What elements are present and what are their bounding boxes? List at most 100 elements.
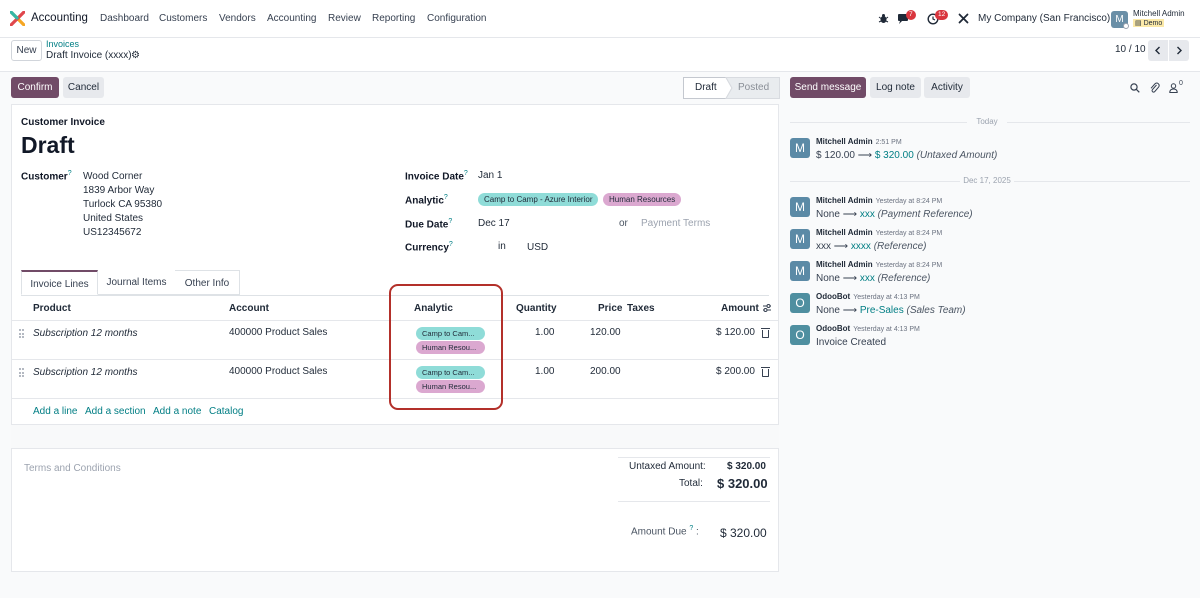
help-tooltip[interactable]: ?	[67, 170, 72, 177]
drag-handle-icon[interactable]	[19, 329, 25, 338]
invoice-date-field[interactable]: Jan 1	[478, 170, 503, 181]
add-section-link[interactable]: Add a section	[85, 406, 146, 417]
app-name[interactable]: Accounting	[31, 12, 88, 24]
line-product[interactable]: Subscription 12 months	[33, 367, 138, 378]
author-name[interactable]: OdooBot	[816, 292, 851, 301]
add-note-link[interactable]: Add a note	[153, 406, 202, 417]
avatar[interactable]: O	[790, 293, 810, 313]
tracking-field: (Reference)	[873, 241, 927, 252]
line-analytic-tag[interactable]: Human Resou...	[416, 380, 485, 393]
customer-name[interactable]: Wood Corner	[83, 171, 143, 182]
untaxed-amount-label: Untaxed Amount:	[629, 461, 706, 472]
currency-field[interactable]: USD	[527, 242, 549, 253]
menu-review[interactable]: Review	[328, 13, 361, 24]
company-switcher[interactable]: My Company (San Francisco)	[978, 13, 1111, 24]
bug-icon[interactable]	[878, 13, 889, 24]
analytic-tag-camp-to-camp[interactable]: Camp to Camp - Azure Interior	[478, 193, 599, 206]
pager-next-button[interactable]	[1169, 40, 1189, 61]
menu-accounting[interactable]: Accounting	[267, 13, 317, 24]
avatar[interactable]: M	[790, 197, 810, 217]
line-analytic-tag[interactable]: Human Resou...	[416, 341, 485, 354]
catalog-link[interactable]: Catalog	[209, 406, 244, 417]
menu-dashboard[interactable]: Dashboard	[100, 13, 149, 24]
avatar[interactable]: M	[790, 261, 810, 281]
menu-customers[interactable]: Customers	[159, 13, 208, 24]
tab-invoice-lines[interactable]: Invoice Lines	[21, 270, 98, 295]
trash-icon[interactable]	[761, 367, 770, 377]
column-price[interactable]: Price	[598, 303, 623, 314]
author-name[interactable]: Mitchell Admin	[816, 137, 873, 146]
line-quantity[interactable]: 1.00	[535, 366, 555, 377]
author-name[interactable]: Mitchell Admin	[816, 260, 873, 269]
log-note-button[interactable]: Log note	[870, 77, 921, 98]
line-analytic-tag[interactable]: Camp to Cam...	[416, 366, 485, 379]
avatar[interactable]: O	[790, 325, 810, 345]
line-account[interactable]: 400000 Product Sales	[229, 327, 328, 338]
follower-user-icon[interactable]	[1169, 83, 1178, 93]
status-bar	[683, 77, 780, 99]
line-analytic-tag[interactable]: Camp to Cam...	[416, 327, 485, 340]
table-row[interactable]: Subscription 12 months 400000 Product Sa…	[11, 321, 779, 359]
column-amount[interactable]: Amount	[721, 303, 759, 314]
author-name[interactable]: Mitchell Admin	[816, 228, 873, 237]
payment-terms-field[interactable]: Payment Terms	[641, 218, 711, 229]
column-quantity[interactable]: Quantity	[516, 303, 557, 314]
help-tooltip[interactable]: ?	[448, 241, 453, 248]
message-author[interactable]: Mitchell Admin Yesterday at 8:24 PM	[816, 260, 942, 269]
menu-vendors[interactable]: Vendors	[219, 13, 256, 24]
message-author[interactable]: OdooBot Yesterday at 4:13 PM	[816, 292, 920, 301]
chat-icon[interactable]	[897, 13, 910, 25]
column-product[interactable]: Product	[33, 303, 71, 314]
analytic-tag-human-resources[interactable]: Human Resources	[603, 193, 682, 206]
accounting-app-icon[interactable]	[10, 11, 25, 26]
line-account[interactable]: 400000 Product Sales	[229, 366, 328, 377]
search-icon[interactable]	[1130, 83, 1140, 93]
send-message-button[interactable]: Send message	[790, 77, 866, 98]
line-quantity[interactable]: 1.00	[535, 327, 555, 338]
cancel-button[interactable]: Cancel	[63, 77, 104, 98]
column-taxes[interactable]: Taxes	[627, 303, 655, 314]
author-name[interactable]: OdooBot	[816, 324, 851, 333]
pager-value[interactable]: 10 / 10	[1115, 44, 1146, 55]
message-author[interactable]: Mitchell Admin 2:51 PM	[816, 137, 902, 146]
drag-handle-icon[interactable]	[19, 368, 25, 377]
tab-other-info[interactable]: Other Info	[175, 270, 240, 295]
author-name[interactable]: Mitchell Admin	[816, 196, 873, 205]
tools-icon[interactable]	[958, 13, 969, 24]
add-line-link[interactable]: Add a line	[33, 406, 78, 417]
help-tooltip[interactable]: ?	[448, 218, 453, 225]
activity-button[interactable]: Activity	[924, 77, 970, 98]
terms-and-conditions-field[interactable]: Terms and Conditions	[24, 463, 121, 474]
pager-previous-button[interactable]	[1148, 40, 1168, 61]
tab-journal-items[interactable]: Journal Items	[98, 270, 175, 295]
line-product[interactable]: Subscription 12 months	[33, 328, 138, 339]
new-button[interactable]: New	[11, 40, 42, 61]
help-tooltip[interactable]: ?	[689, 525, 694, 532]
paperclip-icon[interactable]	[1149, 82, 1160, 94]
table-row[interactable]: Subscription 12 months 400000 Product Sa…	[11, 360, 779, 398]
user-name[interactable]: Mitchell Admin	[1133, 9, 1185, 18]
line-price[interactable]: 120.00	[590, 327, 621, 338]
message-author[interactable]: Mitchell Admin Yesterday at 8:24 PM	[816, 228, 942, 237]
status-draft[interactable]: Draft	[695, 82, 717, 93]
optional-columns-icon[interactable]	[762, 303, 772, 313]
line-price[interactable]: 200.00	[590, 366, 621, 377]
avatar[interactable]: M	[790, 229, 810, 249]
due-date-field[interactable]: Dec 17	[478, 218, 510, 229]
breadcrumb-invoices[interactable]: Invoices	[46, 39, 80, 49]
menu-configuration[interactable]: Configuration	[427, 13, 487, 24]
help-tooltip[interactable]: ?	[443, 194, 448, 201]
status-posted[interactable]: Posted	[738, 82, 770, 93]
message-author[interactable]: Mitchell Admin Yesterday at 8:24 PM	[816, 196, 942, 205]
trash-icon[interactable]	[761, 328, 770, 338]
help-tooltip[interactable]: ?	[463, 170, 468, 177]
customer-address[interactable]: Wood Corner 1839 Arbor Way Turlock CA 95…	[83, 170, 162, 240]
message-author[interactable]: OdooBot Yesterday at 4:13 PM	[816, 324, 920, 333]
confirm-button[interactable]: Confirm	[11, 77, 59, 98]
row-divider	[11, 359, 779, 360]
gear-icon[interactable]: ⚙	[131, 50, 140, 61]
avatar[interactable]: M	[790, 138, 810, 158]
column-account[interactable]: Account	[229, 303, 269, 314]
column-analytic[interactable]: Analytic	[414, 303, 453, 314]
menu-reporting[interactable]: Reporting	[372, 13, 416, 24]
